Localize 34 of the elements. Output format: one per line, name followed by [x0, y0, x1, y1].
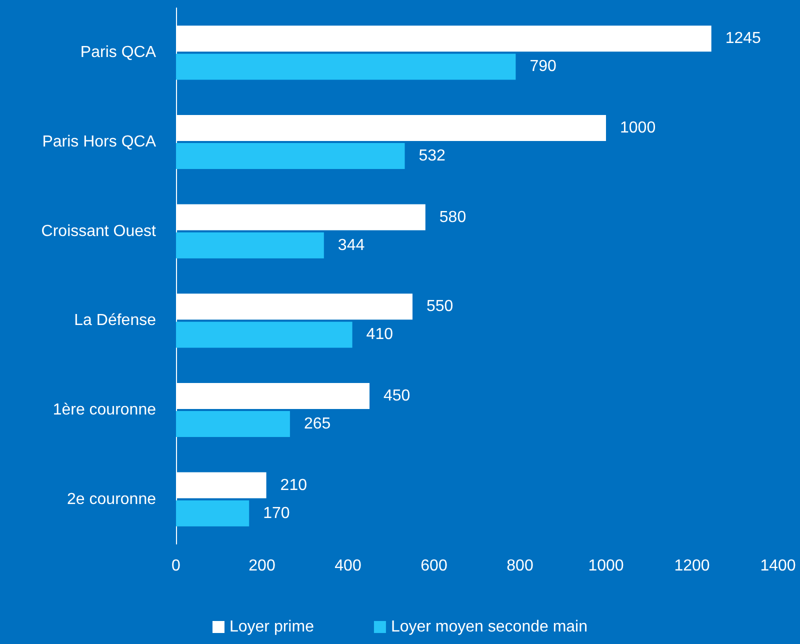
x-tick-label: 1400	[760, 558, 796, 574]
x-tick-label: 0	[172, 558, 181, 574]
data-label: 265	[304, 416, 331, 433]
data-label: 1245	[725, 30, 762, 48]
data-label: 170	[263, 504, 290, 522]
data-label: 790	[530, 58, 556, 76]
y-tick-label: Croissant Ouest	[41, 222, 157, 240]
legend-label: Loyer prime	[229, 618, 314, 636]
x-tick-label: 800	[506, 558, 534, 574]
y-tick-label: Paris Hors QCA	[42, 134, 156, 150]
x-tick-label: 600	[420, 558, 448, 574]
data-label: 450	[384, 387, 410, 404]
y-tick-label: La Défense	[74, 312, 156, 330]
bar	[176, 500, 250, 526]
data-label: 410	[366, 326, 394, 344]
bar	[176, 54, 516, 80]
x-tick-label: 200	[248, 558, 276, 574]
bar	[176, 411, 290, 438]
x-tick-label: 400	[334, 558, 362, 574]
y-tick-label: 2e couronne	[67, 490, 156, 508]
data-label: 344	[338, 236, 365, 254]
data-label: 532	[418, 148, 446, 165]
data-label: 580	[439, 208, 466, 226]
data-label: 550	[426, 298, 454, 316]
x-tick-label: 1200	[674, 558, 710, 574]
x-tick-label: 1000	[588, 558, 624, 574]
legend-label: Loyer moyen seconde main	[390, 618, 588, 636]
bar	[176, 143, 405, 170]
data-label: 1000	[620, 119, 656, 136]
y-tick-label: Paris QCA	[80, 44, 156, 62]
y-tick-label: 1ère couronne	[52, 402, 156, 418]
bar	[176, 232, 324, 258]
data-label: 210	[280, 476, 308, 494]
bar	[176, 322, 352, 348]
